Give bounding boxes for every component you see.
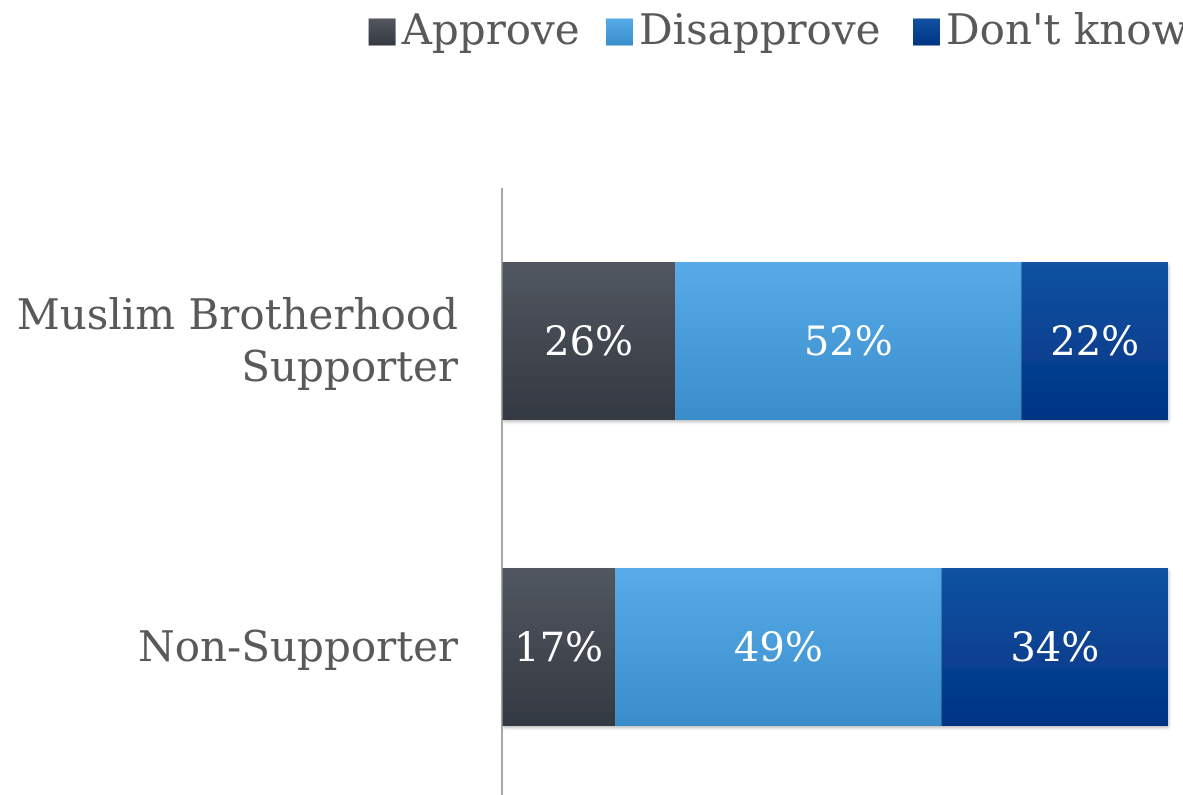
legend-label: Approve [401,5,580,54]
bar-segment [675,262,1022,420]
data-label: 17% [514,625,603,671]
data-label: 49% [734,625,823,671]
category-label: Muslim Brotherhood [17,290,458,339]
legend-item-don-t-know: Don't know [913,5,1183,54]
data-label: 22% [1050,319,1139,365]
legend-label: Don't know [946,5,1183,54]
data-label: 26% [544,319,633,365]
legend-swatch [606,18,633,46]
data-label: 52% [804,319,893,365]
bar-segment [615,568,942,726]
legend-label: Disapprove [639,5,880,54]
chart-legend: Approve Disapprove Don't know [368,5,1183,54]
legend-item-approve: Approve [368,5,580,54]
bars: 26% 52% 22% 17% 49% 34% [502,262,1168,726]
data-label: 34% [1010,625,1099,671]
bar-segment [502,568,616,726]
bar-row: 17% 49% 34% [502,568,1168,726]
bar-segment [502,262,676,420]
category-label: Supporter [241,342,459,391]
bar-row: 26% 52% 22% [502,262,1168,420]
legend-swatch [913,18,940,46]
bar-segment [1021,262,1168,420]
category-label: Non-Supporter [138,622,459,671]
legend-item-disapprove: Disapprove [606,5,880,54]
legend-swatch [368,18,396,46]
bar-segment [941,568,1168,726]
